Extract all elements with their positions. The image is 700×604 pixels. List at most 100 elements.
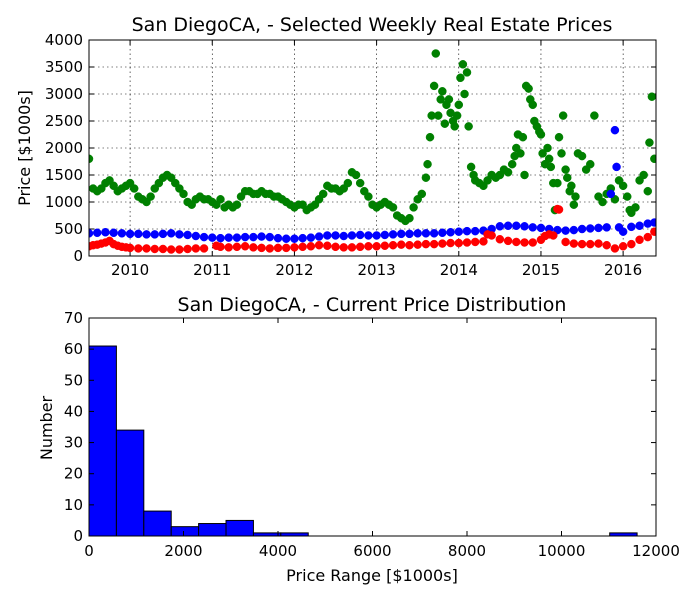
scatter-point: [347, 231, 357, 240]
scatter-point: [240, 232, 250, 242]
scatter-point: [561, 226, 570, 235]
scatter-point: [590, 111, 599, 120]
scatter-point: [191, 231, 201, 241]
scatter-point: [606, 189, 616, 199]
scatter-point: [647, 92, 656, 101]
scatter-point: [431, 49, 441, 58]
scatter-point: [528, 223, 537, 232]
scatter-point: [503, 221, 513, 231]
scatter-point: [528, 100, 537, 110]
scatter-point: [191, 244, 201, 253]
scatter-point: [512, 221, 521, 231]
scatter-point: [372, 231, 381, 240]
top-y-tick-label: 1500: [45, 166, 83, 184]
scatter-point: [487, 231, 496, 240]
scatter-point: [273, 233, 283, 243]
scatter-point: [125, 243, 135, 253]
scatter-point: [183, 244, 192, 254]
top-x-tick-label: 2013: [358, 261, 396, 279]
bottom-y-tick-label: 30: [64, 434, 83, 452]
scatter-point: [175, 245, 184, 254]
top-y-tick-label: 3000: [45, 85, 83, 103]
scatter-point: [380, 241, 390, 250]
scatter-point: [134, 229, 143, 239]
scatter-point: [635, 235, 644, 245]
scatter-point: [503, 168, 513, 177]
scatter-point: [314, 240, 324, 250]
scatter-point: [314, 232, 324, 241]
scatter-point: [331, 242, 340, 252]
top-y-tick-label: 500: [54, 220, 83, 238]
bottom-x-axis-label: Price Range [$1000s]: [286, 566, 458, 585]
scatter-point: [397, 229, 406, 239]
histogram-bar: [225, 519, 254, 537]
top-x-tick-label: 2010: [111, 261, 149, 279]
scatter-point: [134, 244, 143, 253]
scatter-point: [265, 244, 275, 253]
histogram-bar: [170, 526, 200, 537]
scatter-point: [89, 154, 94, 164]
scatter-point: [645, 138, 654, 147]
scatter-point: [216, 242, 225, 252]
scatter-point: [495, 235, 505, 244]
top-x-tick-label: 2011: [193, 261, 231, 279]
scatter-point: [577, 239, 587, 249]
scatter-point: [421, 229, 431, 238]
scatter-point: [627, 222, 636, 232]
top-x-tick-label: 2016: [604, 261, 642, 279]
bottom-x-tick-label: 8000: [448, 542, 486, 560]
scatter-point: [495, 222, 505, 231]
scatter-point: [450, 122, 459, 131]
scatter-point: [355, 242, 365, 252]
scatter-point: [166, 229, 176, 238]
top-y-tick-label: 2500: [45, 112, 83, 130]
scatter-point: [520, 170, 529, 180]
scatter-point: [273, 243, 283, 253]
scatter-point: [557, 149, 566, 158]
scatter-point: [650, 227, 656, 236]
scatter-point: [351, 170, 361, 180]
scatter-point: [199, 232, 209, 242]
bottom-y-axis-label: Number: [37, 395, 56, 460]
scatter-point: [462, 226, 472, 236]
top-y-tick-label: 0: [73, 247, 83, 265]
scatter-point: [470, 226, 480, 236]
scatter-point: [232, 233, 242, 242]
scatter-point: [166, 245, 176, 254]
scatter-point: [546, 162, 556, 172]
scatter-point: [454, 100, 464, 110]
bottom-x-tick-label: 10000: [538, 542, 586, 560]
scatter-point: [561, 165, 570, 174]
scatter-point: [388, 203, 398, 212]
scatter-point: [512, 237, 521, 247]
scatter-point: [421, 173, 431, 182]
scatter-point: [622, 192, 632, 201]
scatter-point: [429, 81, 439, 91]
scatter-point: [257, 232, 266, 241]
scatter-points: [89, 49, 656, 254]
histogram-bar: [143, 510, 172, 537]
scatter-point: [298, 242, 307, 252]
top-y-tick-label: 3500: [45, 58, 83, 76]
scatter-point: [331, 231, 340, 240]
scatter-point: [438, 87, 447, 96]
scatter-point: [388, 230, 398, 239]
scatter-point: [158, 229, 168, 239]
scatter-point: [618, 181, 628, 191]
histogram-bar: [88, 345, 117, 537]
scatter-point: [224, 243, 233, 252]
scatter-point: [323, 241, 332, 250]
scatter-point: [232, 200, 242, 209]
scatter-point: [364, 231, 373, 240]
scatter-point: [549, 231, 558, 240]
scatter-point: [224, 233, 233, 242]
histogram-bar: [115, 429, 145, 537]
scatter-point: [643, 186, 653, 196]
top-y-axis-label: Price [$1000s]: [15, 90, 34, 206]
top-chart-title: San DiegoCA, - Selected Weekly Real Esta…: [132, 14, 613, 36]
scatter-point: [421, 239, 431, 249]
scatter-point: [413, 240, 422, 249]
scatter-point: [265, 232, 275, 242]
scatter-point: [571, 192, 580, 201]
